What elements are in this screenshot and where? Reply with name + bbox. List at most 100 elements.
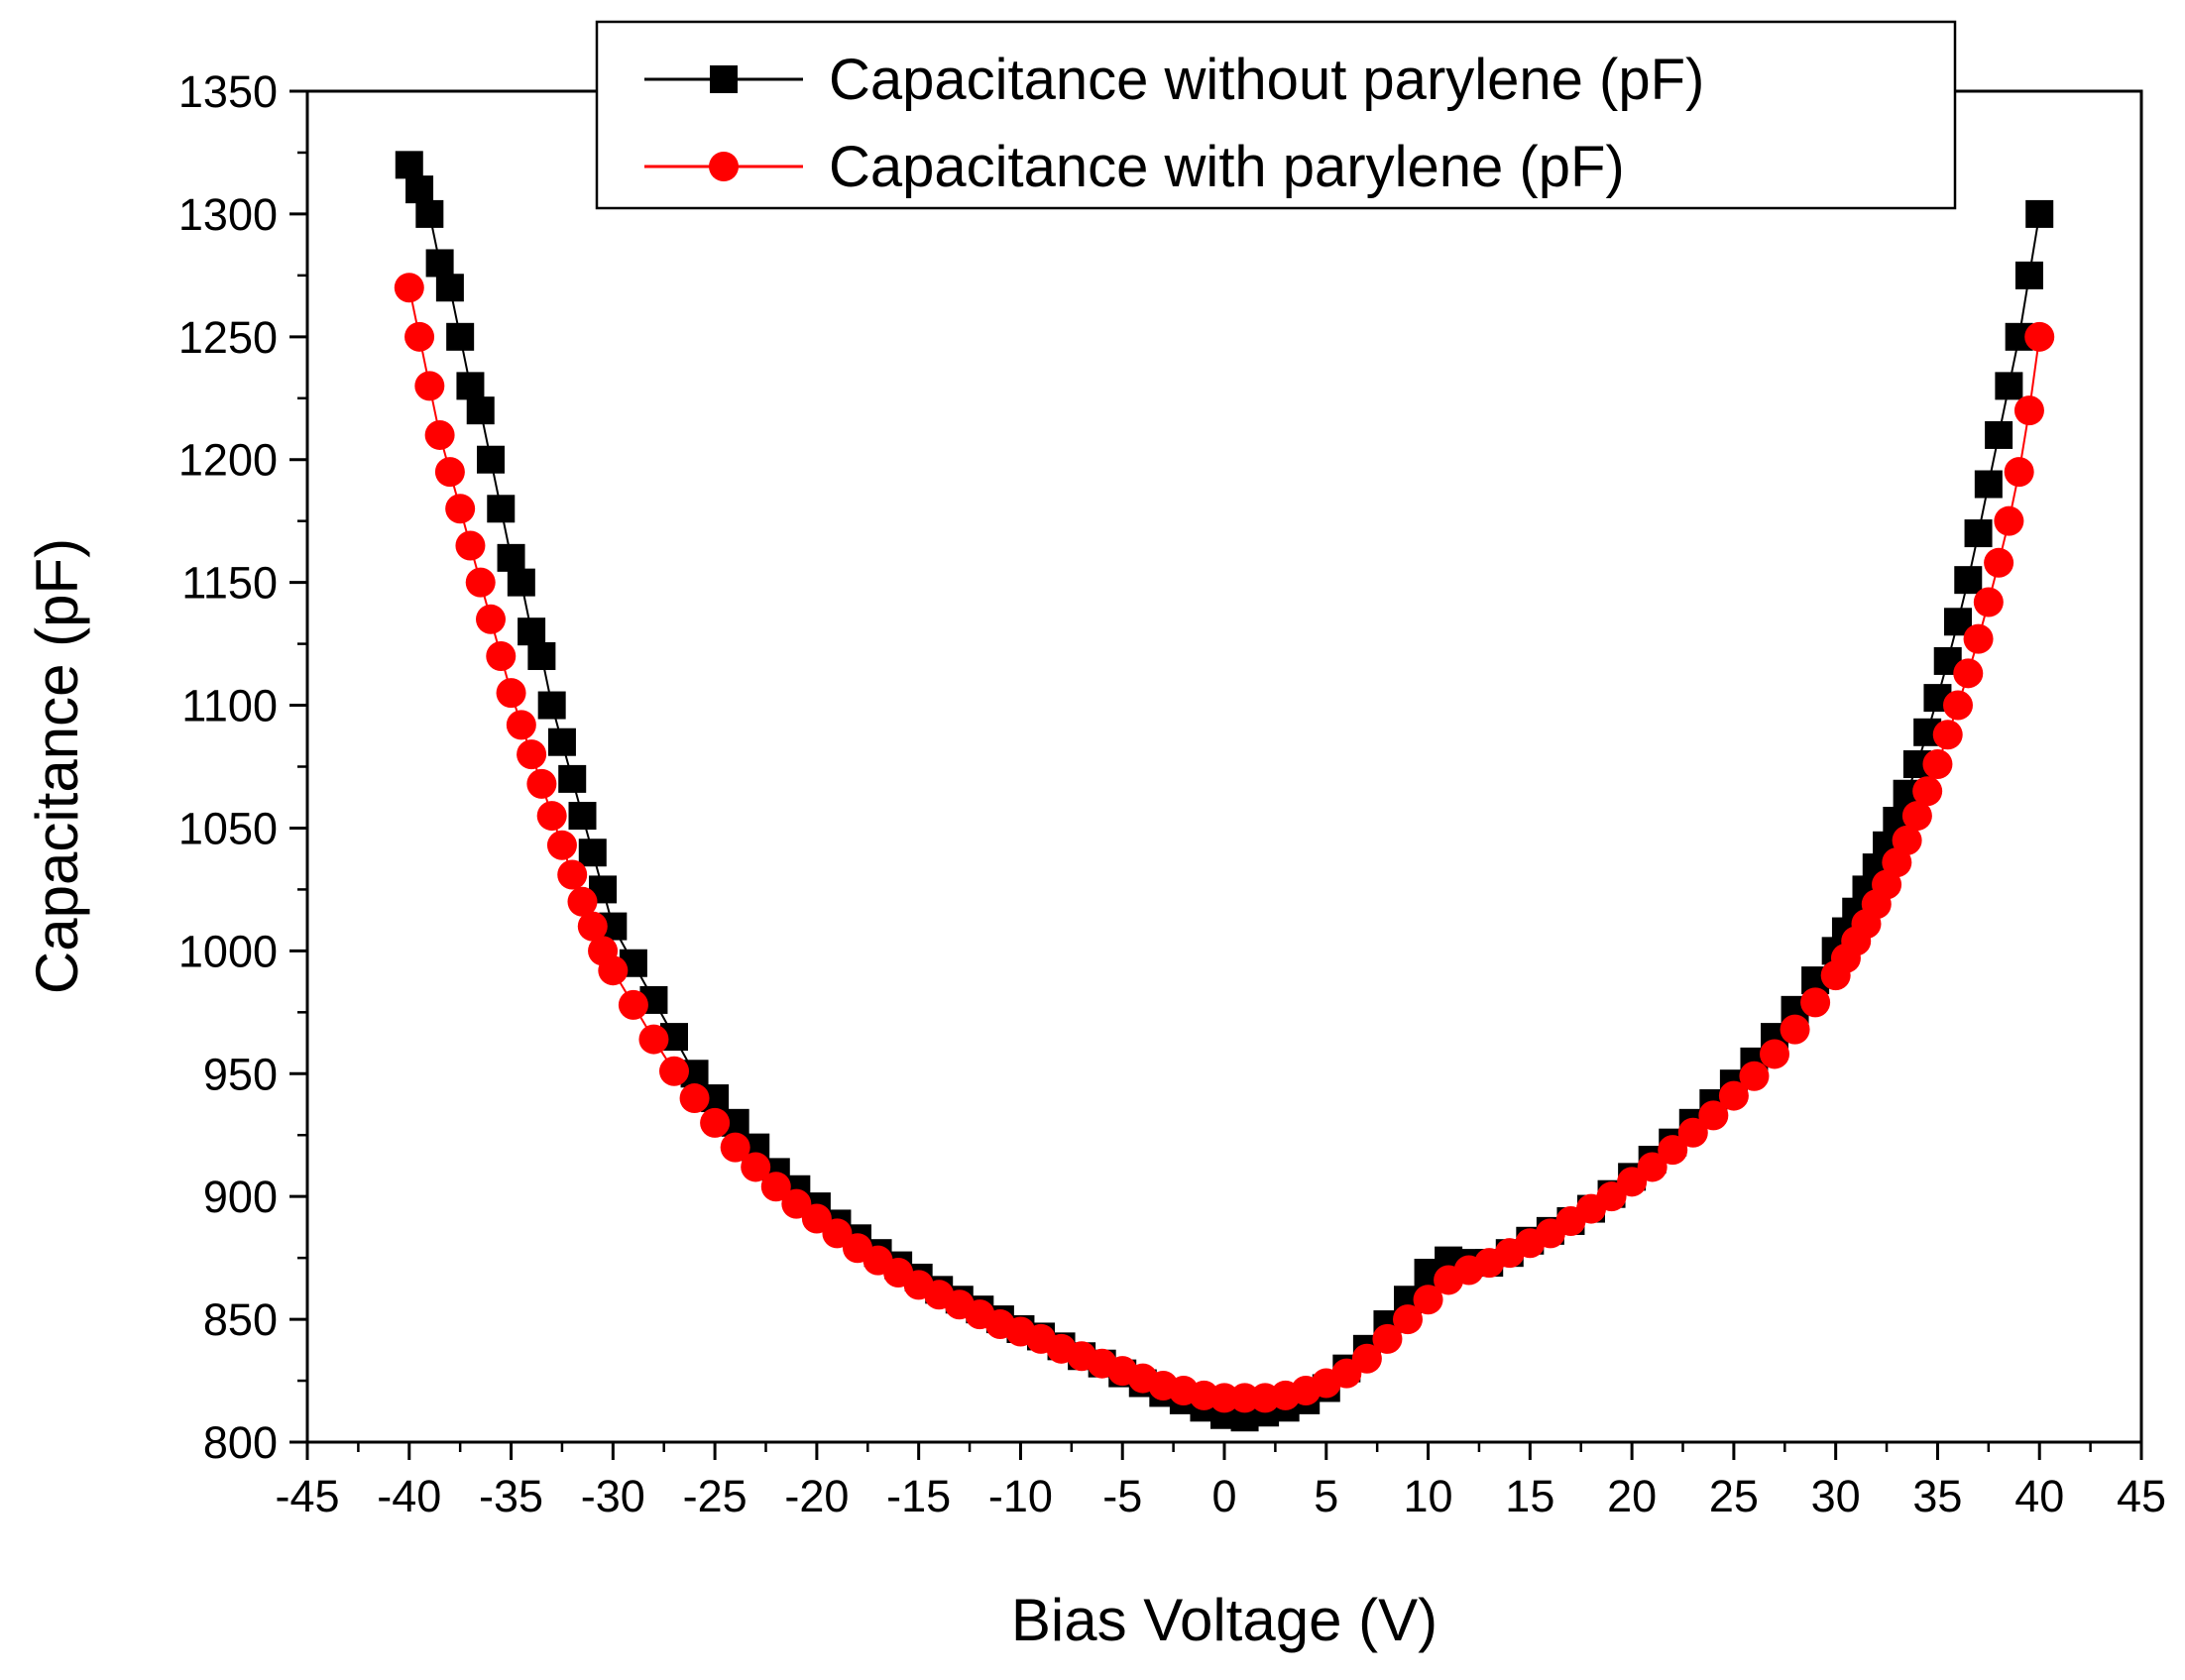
legend-label-with: Capacitance with parylene (pF) bbox=[829, 135, 1625, 199]
data-point bbox=[405, 175, 434, 204]
data-point bbox=[455, 530, 486, 561]
data-point bbox=[477, 445, 505, 474]
data-point bbox=[414, 371, 445, 401]
x-axis-title: Bias Voltage (V) bbox=[1011, 1587, 1438, 1653]
data-point bbox=[435, 274, 464, 302]
series-lines bbox=[407, 164, 2041, 1419]
legend-marker-with bbox=[709, 152, 739, 181]
data-point bbox=[456, 372, 485, 400]
data-point bbox=[1892, 825, 1922, 855]
data-point bbox=[1963, 623, 1994, 654]
x-tick-label: -10 bbox=[988, 1471, 1053, 1521]
data-point bbox=[1932, 720, 1963, 750]
data-point bbox=[1229, 1383, 1260, 1413]
y-tick-label: 1150 bbox=[181, 558, 278, 609]
data-point bbox=[1372, 1323, 1403, 1354]
data-point bbox=[546, 830, 577, 860]
y-tick-label: 1050 bbox=[178, 803, 278, 853]
data-point bbox=[1351, 1343, 1382, 1374]
data-point bbox=[2004, 457, 2034, 488]
data-point bbox=[486, 640, 517, 671]
data-point bbox=[487, 495, 516, 523]
data-point bbox=[518, 617, 546, 646]
data-point bbox=[446, 322, 475, 351]
data-point bbox=[1922, 749, 1953, 780]
data-point bbox=[2013, 395, 2044, 426]
data-point bbox=[1637, 1152, 1668, 1182]
data-point bbox=[1974, 470, 2003, 499]
x-tick-label: -40 bbox=[377, 1471, 441, 1521]
data-point bbox=[517, 739, 547, 770]
data-point bbox=[424, 419, 455, 450]
data-point bbox=[720, 1132, 750, 1163]
data-point bbox=[527, 641, 556, 670]
legend-marker-without bbox=[710, 65, 738, 93]
x-tick-label: 0 bbox=[1211, 1471, 1236, 1521]
x-tick-label: -5 bbox=[1102, 1471, 1142, 1521]
data-point bbox=[638, 1024, 669, 1055]
series-markers bbox=[394, 151, 2055, 1432]
data-point bbox=[425, 249, 454, 278]
data-point bbox=[547, 728, 576, 756]
data-point bbox=[679, 1083, 710, 1114]
data-point bbox=[466, 396, 495, 425]
data-point bbox=[2025, 199, 2054, 228]
data-point bbox=[1994, 505, 2024, 536]
series-points-0 bbox=[395, 151, 2054, 1432]
x-tick-label: 35 bbox=[1912, 1471, 1962, 1521]
data-point bbox=[1209, 1383, 1239, 1413]
data-point bbox=[465, 567, 496, 598]
series-line-1 bbox=[407, 287, 2041, 1400]
data-point bbox=[1739, 1061, 1770, 1091]
data-point bbox=[1698, 1100, 1729, 1131]
data-point bbox=[2024, 321, 2055, 352]
data-point bbox=[526, 768, 557, 799]
data-point bbox=[1954, 566, 1983, 595]
y-tick-label: 900 bbox=[203, 1172, 278, 1222]
data-point bbox=[1413, 1285, 1443, 1315]
series-points-1 bbox=[394, 273, 2055, 1413]
data-point bbox=[507, 568, 535, 597]
x-tick-label: 30 bbox=[1811, 1471, 1861, 1521]
x-tick-labels: -45 -40 -35 -30 -25 -20 -15 -10 -5 0 5 10 15 20 25 30 35… bbox=[275, 1471, 2166, 1521]
data-point bbox=[568, 802, 597, 831]
legend-box bbox=[595, 20, 1957, 210]
data-point bbox=[598, 955, 629, 986]
data-point bbox=[415, 199, 444, 228]
data-point bbox=[618, 989, 648, 1020]
x-tick-label: 20 bbox=[1607, 1471, 1657, 1521]
data-point bbox=[741, 1152, 771, 1182]
data-point bbox=[700, 1107, 731, 1138]
data-point bbox=[1800, 987, 1831, 1018]
data-point bbox=[506, 710, 536, 740]
data-point bbox=[557, 859, 588, 890]
x-tick-label: 25 bbox=[1709, 1471, 1759, 1521]
data-point bbox=[537, 691, 566, 720]
data-point bbox=[404, 321, 435, 352]
axis-ticks bbox=[289, 89, 2143, 1460]
x-tick-label: 10 bbox=[1404, 1471, 1453, 1521]
data-point bbox=[760, 1172, 791, 1202]
data-point bbox=[1901, 801, 1932, 832]
data-point bbox=[577, 911, 608, 942]
x-tick-label: -35 bbox=[479, 1471, 543, 1521]
legend: Capacitance without parylene (pF) Capaci… bbox=[595, 20, 1957, 210]
data-point bbox=[476, 604, 506, 634]
data-point bbox=[1760, 1039, 1789, 1069]
data-point bbox=[394, 273, 424, 303]
data-point bbox=[558, 764, 587, 793]
data-point bbox=[1984, 547, 2014, 578]
data-point bbox=[434, 457, 465, 488]
data-point bbox=[395, 151, 423, 179]
y-tick-labels: 800 850 900 950 1000 1050 1100 1150 1200 1250 1300… bbox=[178, 66, 278, 1468]
legend-label-without: Capacitance without parylene (pF) bbox=[829, 48, 1704, 112]
x-tick-label: -20 bbox=[784, 1471, 849, 1521]
y-tick-label: 1350 bbox=[178, 66, 278, 117]
data-point bbox=[496, 678, 526, 709]
y-tick-label: 1250 bbox=[178, 312, 278, 363]
series-line-0 bbox=[407, 164, 2041, 1419]
data-point bbox=[2014, 261, 2043, 289]
y-tick-label: 800 bbox=[203, 1417, 278, 1468]
data-point bbox=[1882, 847, 1912, 878]
